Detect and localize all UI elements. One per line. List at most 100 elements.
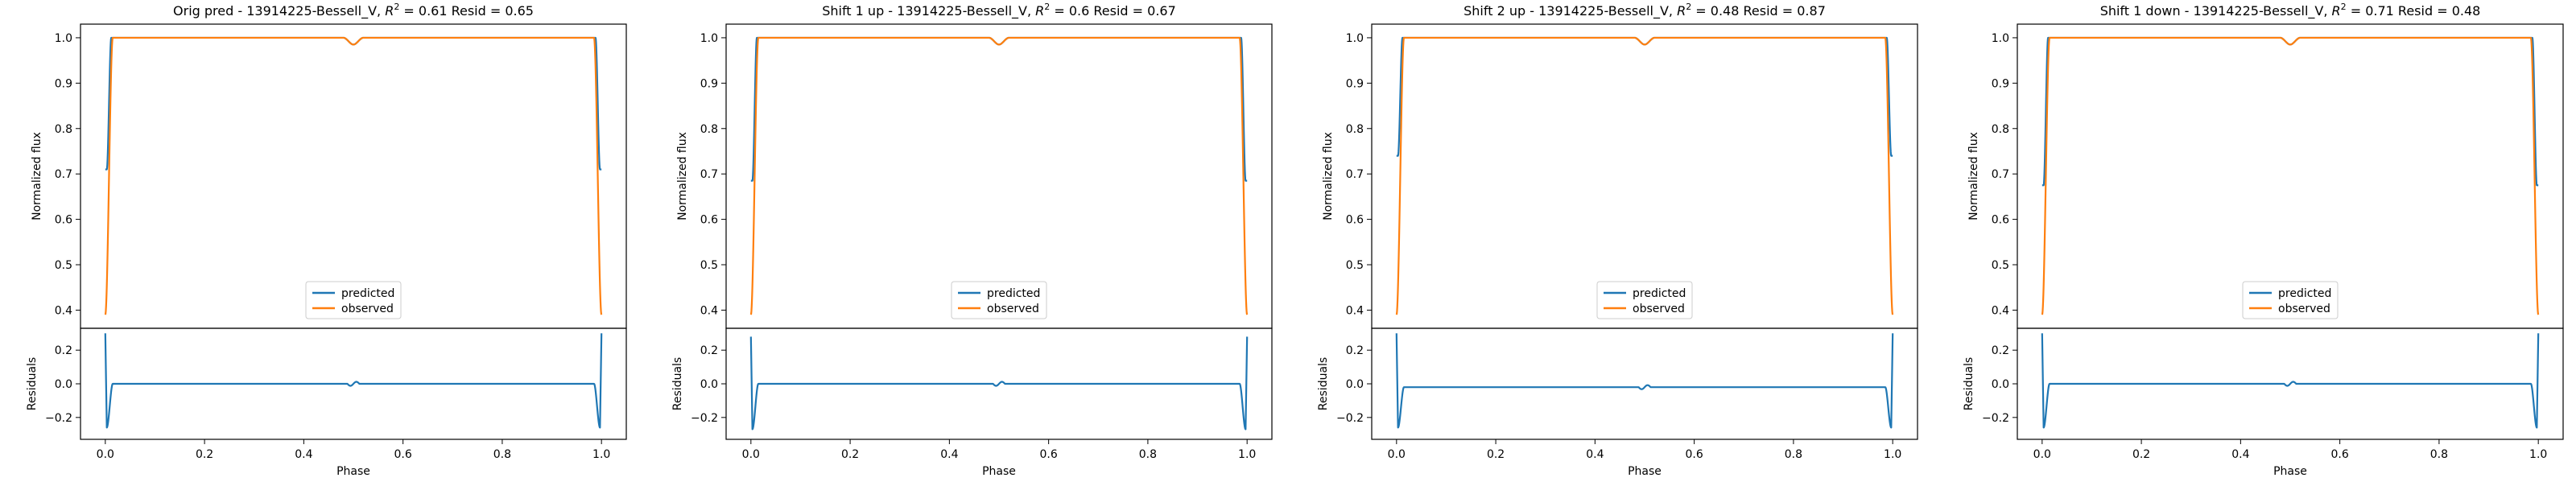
legend-box (305, 281, 402, 319)
resid-y-tick-label: 0.0 (55, 378, 72, 391)
legend-label-observed: observed (1633, 303, 1685, 315)
y-tick-label: 0.5 (1346, 259, 1364, 272)
resid-y-tick-label: 0.0 (1346, 378, 1364, 391)
series-predicted-line (750, 36, 1248, 182)
series-observed-line (1395, 36, 1894, 315)
resid-axes-frame (2017, 327, 2564, 440)
chart-title-prefix: Shift 1 down - 13914225-Bessell_V, (2100, 3, 2332, 19)
x-tick-label: 0.8 (1139, 448, 1157, 461)
x-tick-label: 0.8 (1785, 448, 1802, 461)
resid-y-tick-label: −0.2 (1982, 412, 2009, 425)
x-tick-label: 0.6 (2331, 448, 2349, 461)
x-axis-label: Phase (982, 465, 1016, 478)
x-tick-label: 1.0 (1238, 448, 1256, 461)
chart-title-superscript: 2 (2341, 2, 2347, 12)
y-tick-label: 0.6 (1992, 214, 2009, 227)
legend-label-observed: observed (987, 303, 1039, 315)
legend-label-predicted: predicted (2278, 287, 2331, 300)
resid-y-axis-label: Residuals (1317, 357, 1330, 410)
y-tick-label: 0.4 (700, 304, 718, 317)
resid-y-tick-label: 0.2 (1346, 344, 1364, 357)
y-tick-label: 1.0 (1346, 32, 1364, 45)
y-tick-label: 1.0 (1992, 32, 2009, 45)
x-tick-label: 0.4 (940, 448, 958, 461)
y-tick-label: 0.5 (55, 259, 72, 272)
y-axis-label: Normalized flux (1967, 132, 1980, 220)
y-tick-label: 0.4 (1346, 304, 1364, 317)
y-tick-label: 0.9 (1346, 77, 1364, 90)
y-tick-label: 0.4 (55, 304, 72, 317)
x-tick-label: 0.2 (841, 448, 859, 461)
legend-box (951, 281, 1047, 319)
x-tick-label: 0.0 (97, 448, 114, 461)
chart-title-r2-value: = 0.71 (2347, 3, 2394, 19)
chart-title-superscript: 2 (394, 2, 399, 12)
y-tick-label: 0.6 (1346, 214, 1364, 227)
x-tick-label: 0.8 (2430, 448, 2448, 461)
chart-title-resid: Resid = 0.65 (448, 3, 534, 19)
resid-y-axis-label: Residuals (1963, 357, 1975, 410)
legend-label-observed: observed (341, 303, 394, 315)
x-tick-label: 1.0 (592, 448, 610, 461)
chart-title-r: R (1677, 3, 1686, 19)
resid-y-tick-label: −0.2 (691, 412, 718, 425)
y-tick-label: 0.8 (55, 123, 72, 136)
y-tick-label: 0.9 (700, 77, 718, 90)
y-tick-label: 0.7 (1992, 168, 2009, 181)
chart-title-prefix: Shift 1 up - 13914225-Bessell_V, (822, 3, 1035, 19)
legend-label-predicted: predicted (987, 287, 1040, 300)
chart-title-resid: Resid = 0.48 (2394, 3, 2480, 19)
y-tick-label: 1.0 (55, 32, 72, 45)
x-axis-label: Phase (2273, 465, 2307, 478)
x-axis-label: Phase (336, 465, 370, 478)
chart-title-prefix: Orig pred - 13914225-Bessell_V, (173, 3, 385, 19)
chart-title-r: R (1035, 3, 1044, 19)
legend-box (1596, 281, 1693, 319)
x-tick-label: 0.2 (196, 448, 213, 461)
y-tick-label: 0.7 (700, 168, 718, 181)
series-residuals-line (104, 333, 603, 429)
resid-axes-frame (1371, 327, 1918, 440)
chart-title-resid: Resid = 0.67 (1089, 3, 1175, 19)
y-axis-label: Normalized flux (31, 132, 43, 220)
chart-title-r: R (385, 3, 394, 19)
resid-y-axis-label: Residuals (671, 357, 684, 410)
series-predicted-line (105, 36, 602, 171)
series-predicted-line (2041, 36, 2539, 187)
resid-y-tick-label: 0.2 (700, 344, 718, 357)
series-observed-line (104, 36, 603, 315)
y-tick-label: 0.5 (1992, 259, 2009, 272)
y-tick-label: 0.4 (1992, 304, 2009, 317)
legend-label-predicted: predicted (1633, 287, 1686, 300)
y-tick-label: 0.6 (700, 214, 718, 227)
y-tick-label: 0.8 (700, 123, 718, 136)
legend-label-predicted: predicted (341, 287, 394, 300)
chart-title: Orig pred - 13914225-Bessell_V, R2 = 0.6… (173, 2, 534, 19)
x-axis-label: Phase (1628, 465, 1662, 478)
y-tick-label: 0.5 (700, 259, 718, 272)
series-residuals-line (749, 336, 1249, 430)
resid-y-axis-label: Residuals (26, 357, 39, 410)
y-tick-label: 0.7 (1346, 168, 1364, 181)
chart-title-superscript: 2 (1686, 2, 1691, 12)
y-tick-label: 0.9 (55, 77, 72, 90)
y-tick-label: 1.0 (700, 32, 718, 45)
y-tick-label: 0.8 (1346, 123, 1364, 136)
resid-y-tick-label: 0.0 (700, 378, 718, 391)
y-axis-label: Normalized flux (676, 132, 689, 220)
y-tick-label: 0.7 (55, 168, 72, 181)
x-tick-label: 0.6 (394, 448, 412, 461)
x-tick-label: 0.4 (1586, 448, 1604, 461)
chart-title-resid: Resid = 0.87 (1739, 3, 1825, 19)
chart-title-r2-value: = 0.61 (399, 3, 447, 19)
x-tick-label: 0.2 (2132, 448, 2150, 461)
chart-title-r: R (2332, 3, 2341, 19)
x-tick-label: 0.0 (742, 448, 760, 461)
x-tick-label: 0.0 (1388, 448, 1406, 461)
resid-y-tick-label: −0.2 (1336, 412, 1364, 425)
x-tick-label: 1.0 (1884, 448, 1901, 461)
legend-label-observed: observed (2278, 303, 2330, 315)
series-predicted-line (1396, 36, 1893, 157)
x-tick-label: 0.0 (2033, 448, 2051, 461)
